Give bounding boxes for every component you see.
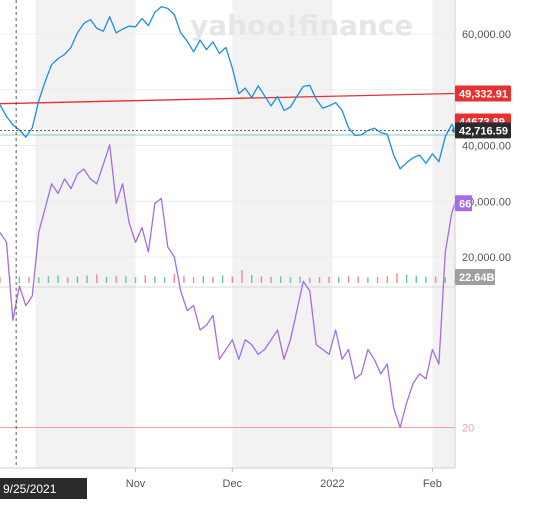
volume-bar xyxy=(125,276,127,283)
volume-bar xyxy=(38,277,40,283)
volume-bars xyxy=(0,270,456,283)
volume-bar xyxy=(221,275,224,283)
axes: 60,000.0040,000.0030,000.0020,000.008020… xyxy=(0,0,511,490)
volume-bar xyxy=(115,275,117,283)
volume-bar xyxy=(86,275,88,283)
x-tick-label: 2022 xyxy=(320,478,344,490)
volume-bar xyxy=(163,276,166,283)
moving-average-value-label: 49,332.91 xyxy=(455,85,511,102)
yahoo-finance-watermark: yahoo!finance xyxy=(190,9,413,42)
crosshair: 9/25/2021 xyxy=(0,0,87,499)
volume-bar xyxy=(425,276,427,283)
volume-bar xyxy=(202,276,204,283)
volume-bar xyxy=(251,274,253,283)
volume-bar xyxy=(134,277,137,283)
volume-bar xyxy=(289,277,292,283)
volume-bar xyxy=(28,276,30,283)
volume-bar xyxy=(376,276,379,283)
rsi-value-label: 66 xyxy=(455,195,472,212)
month-shading xyxy=(35,0,455,468)
volume-bar xyxy=(280,276,282,283)
volume-bar xyxy=(67,277,69,283)
volume-bar xyxy=(328,276,330,283)
month-shade xyxy=(35,0,136,468)
x-tick-label: Feb xyxy=(423,478,442,490)
volume-bar xyxy=(357,276,359,283)
volume-bar xyxy=(241,270,243,283)
moving-average-value-label-box xyxy=(455,85,511,102)
last-price-label-box xyxy=(455,122,511,139)
volume-bar xyxy=(434,276,437,283)
volume-bar xyxy=(309,277,311,283)
volume-bar xyxy=(386,276,388,283)
grid-lines xyxy=(0,33,455,428)
volume-bar xyxy=(0,276,1,283)
y-tick-label: 40,000.00 xyxy=(462,141,511,153)
volume-bar xyxy=(396,273,398,283)
volume-bar xyxy=(260,276,263,283)
month-shade xyxy=(232,0,333,468)
volume-bar xyxy=(76,276,79,283)
rsi-value-label-box xyxy=(455,195,472,212)
volume-bar xyxy=(212,276,214,283)
price-line xyxy=(0,6,456,170)
volume-bar xyxy=(105,276,108,283)
rsi-lower-label: 20 xyxy=(462,423,474,435)
y-tick-label: 30,000.00 xyxy=(462,196,511,208)
volume-value-label-box xyxy=(455,269,495,285)
volume-value-label-text: 22.64B xyxy=(459,272,495,284)
x-tick-label: Dec xyxy=(223,478,243,490)
x-tick-label: Nov xyxy=(126,478,146,490)
volume-bar xyxy=(183,276,185,283)
volume-bar xyxy=(18,276,21,283)
y-tick-label: 60,000.00 xyxy=(462,29,511,41)
crosshair-date-label: 9/25/2021 xyxy=(3,482,57,496)
moving-average-value-label-text: 49,332.91 xyxy=(459,88,508,100)
volume-value-label: 22.64B xyxy=(455,269,495,285)
volume-bar xyxy=(173,273,175,283)
volume-bar xyxy=(270,276,272,283)
rsi-panel xyxy=(0,144,456,429)
last-price-label: 42,716.59 xyxy=(455,122,511,139)
volume-bar xyxy=(338,276,340,283)
crosshair-date-box xyxy=(0,478,87,499)
volume-bar xyxy=(444,277,447,283)
volume-bar xyxy=(299,276,301,283)
last-price-label-text: 42,716.59 xyxy=(459,125,508,137)
volume-bar xyxy=(47,276,50,283)
volume-bar xyxy=(154,276,156,283)
rsi-value-label-text: 66 xyxy=(459,198,471,210)
volume-bar xyxy=(231,276,234,283)
moving-average-line xyxy=(0,92,456,105)
y-tick-label: 20,000.00 xyxy=(462,252,511,264)
volume-bar xyxy=(318,277,321,283)
volume-bar xyxy=(57,275,59,283)
volume-bar xyxy=(405,274,408,283)
volume-bar xyxy=(367,277,369,283)
volume-bar xyxy=(415,275,417,283)
month-shade xyxy=(432,0,455,468)
volume-bar xyxy=(96,274,98,283)
volume-bar xyxy=(144,275,146,283)
rsi-line xyxy=(0,144,456,429)
volume-bar xyxy=(347,275,350,283)
volume-bar xyxy=(192,277,195,283)
